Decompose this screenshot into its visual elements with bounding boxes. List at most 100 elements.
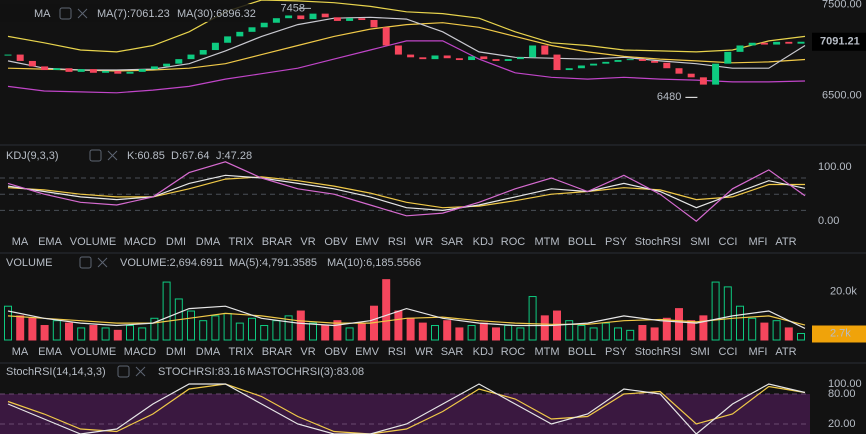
indicator-tab[interactable]: KDJ [473, 346, 494, 358]
indicator-tab[interactable]: OBV [324, 236, 348, 248]
candle [443, 55, 451, 59]
indicator-tab[interactable]: TRIX [228, 346, 254, 358]
candle [150, 66, 158, 70]
y-tick-label: 6500.00 [822, 89, 862, 101]
indicator-tab[interactable]: CCI [719, 236, 738, 248]
indicator-tab[interactable]: RSI [388, 346, 406, 358]
volume-bar [309, 322, 317, 341]
candle [114, 70, 122, 74]
volume-bar [28, 317, 37, 341]
volume-bar [565, 320, 574, 341]
close-icon[interactable] [107, 150, 118, 161]
candle [370, 20, 378, 28]
indicator-tab[interactable]: MA [12, 346, 29, 358]
indicator-tab[interactable]: EMV [355, 236, 380, 248]
indicator-tab[interactable]: RSI [388, 236, 406, 248]
indicator-tab[interactable]: DMA [196, 346, 221, 358]
indicator-tab[interactable]: StochRSI [635, 346, 681, 358]
volume-bar [492, 327, 500, 341]
volume-bar [650, 327, 659, 341]
indicator-tab[interactable]: VOLUME [70, 346, 116, 358]
settings-icon[interactable] [79, 256, 92, 269]
indicator-tab[interactable]: WR [415, 346, 433, 358]
candle [553, 54, 561, 71]
indicator-tab[interactable]: MACD [124, 236, 156, 248]
y-tick-label: 0.00 [818, 215, 839, 227]
candle [321, 13, 329, 18]
indicator-tab[interactable]: OBV [324, 346, 348, 358]
j-value: J:47.28 [216, 150, 252, 162]
candle [590, 63, 598, 66]
indicator-tab[interactable]: MA [12, 236, 29, 248]
indicator-tab[interactable]: KDJ [473, 236, 494, 248]
candle [236, 31, 244, 37]
indicator-tab[interactable]: SAR [441, 236, 464, 248]
close-icon[interactable] [97, 257, 108, 268]
indicator-tab[interactable]: TRIX [228, 236, 254, 248]
indicator-tab[interactable]: VR [300, 346, 315, 358]
volume-bar [284, 315, 293, 341]
indicator-tab[interactable]: MFI [749, 236, 768, 248]
d-line [7, 176, 805, 209]
close-icon[interactable] [77, 8, 88, 19]
settings-icon[interactable] [59, 7, 72, 20]
indicator-tab[interactable]: VR [300, 236, 315, 248]
indicator-tab[interactable]: SAR [441, 346, 464, 358]
indicator-tab[interactable]: WR [415, 236, 433, 248]
volume-bar [687, 320, 696, 341]
volume-bar [382, 279, 391, 341]
volume-bar [357, 322, 366, 341]
indicator-tab[interactable]: MTM [534, 236, 559, 248]
candle [187, 54, 195, 60]
candle [126, 71, 134, 74]
indicator-tab[interactable]: MTM [534, 346, 559, 358]
indicator-tab[interactable]: DMI [166, 346, 186, 358]
volume-bar [16, 315, 25, 341]
k-value: K:60.85 [127, 150, 165, 162]
boll-lower [7, 40, 806, 94]
close-icon[interactable] [135, 366, 146, 377]
indicator-tab[interactable]: PSY [605, 346, 628, 358]
volume-bar [736, 305, 744, 341]
indicator-tab[interactable]: DMI [166, 236, 186, 248]
low-label: 6480 [657, 91, 681, 103]
indicator-tab[interactable]: EMV [355, 346, 380, 358]
volume-bar [589, 327, 598, 341]
indicator-tab[interactable]: SMI [690, 236, 710, 248]
indicator-tab[interactable]: BOLL [568, 236, 596, 248]
candle [163, 63, 171, 67]
ma5-line [7, 305, 806, 329]
volume-bar [626, 329, 635, 341]
settings-icon[interactable] [89, 149, 102, 162]
candle [65, 68, 73, 72]
indicator-tab[interactable]: StochRSI [635, 236, 681, 248]
volume-bar [4, 305, 12, 341]
stochrsi-value: STOCHRSI:83.16 [158, 366, 245, 378]
indicator-tab[interactable]: VOLUME [70, 236, 116, 248]
indicator-tab[interactable]: DMA [196, 236, 221, 248]
settings-icon[interactable] [117, 365, 130, 378]
indicator-tab[interactable]: BRAR [262, 346, 293, 358]
indicator-tab[interactable]: ATR [775, 346, 796, 358]
indicator-tab[interactable]: ATR [775, 236, 796, 248]
indicator-tab[interactable]: ROC [501, 236, 526, 248]
indicator-tab[interactable]: PSY [605, 236, 628, 248]
indicator-tab[interactable]: CCI [719, 346, 738, 358]
indicator-tab[interactable]: BRAR [262, 236, 293, 248]
indicator-tab[interactable]: BOLL [568, 346, 596, 358]
volume-bar [784, 327, 793, 341]
indicator-tab[interactable]: EMA [38, 346, 63, 358]
volume-bar [516, 327, 525, 341]
indicator-tab[interactable]: SMI [690, 346, 710, 358]
volume-bar [614, 327, 622, 341]
volume-bar [431, 325, 439, 341]
mastochrsi-value: MASTOCHRSI(3):83.08 [247, 366, 364, 378]
candle [712, 63, 720, 85]
indicator-tab[interactable]: EMA [38, 236, 63, 248]
volume-bar [248, 317, 256, 341]
indicator-tab[interactable]: MACD [124, 346, 156, 358]
indicator-tab[interactable]: ROC [501, 346, 526, 358]
indicator-tab[interactable]: MFI [749, 346, 768, 358]
